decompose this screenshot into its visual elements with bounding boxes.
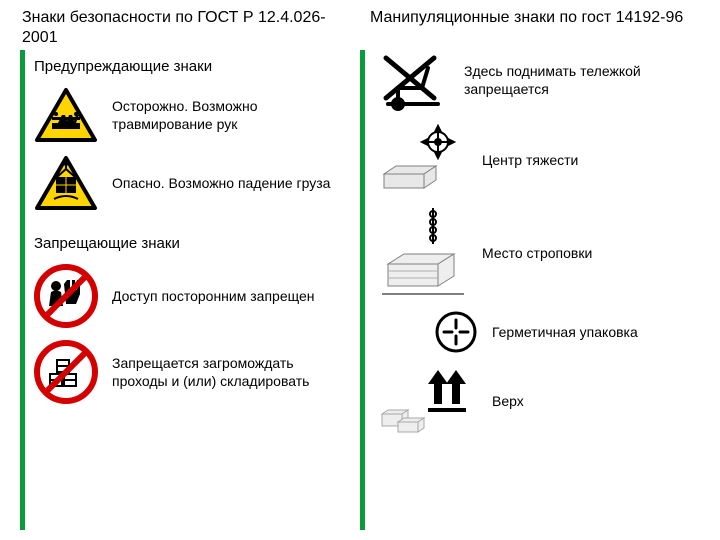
prohibit-items: Доступ посторонним запрещен	[0, 258, 360, 410]
left-accent-bar	[20, 50, 25, 530]
right-accent-bar	[360, 50, 365, 530]
section-warning-title: Предупреждающие знаки	[34, 58, 360, 75]
warn-load-label: Опасно. Возможно падение груза	[112, 174, 330, 192]
left-column: Знаки безопасности по ГОСТ Р 12.4.026-20…	[0, 0, 360, 540]
no-handtruck-label: Здесь поднимать тележкой запрещается	[464, 62, 710, 98]
prohibit-entry-row: Доступ посторонним запрещен	[0, 258, 360, 334]
handling-items: Здесь поднимать тележкой запрещается	[360, 42, 720, 442]
hermetic-label: Герметичная упаковка	[492, 323, 638, 341]
left-title: Знаки безопасности по ГОСТ Р 12.4.026-20…	[0, 0, 360, 48]
warn-hand-row: Осторожно. Возможно травмирование рук	[0, 81, 360, 149]
sling-here-label: Место строповки	[482, 244, 592, 262]
page: Знаки безопасности по ГОСТ Р 12.4.026-20…	[0, 0, 720, 540]
warn-hand-icon	[34, 87, 98, 143]
section-prohibit-title: Запрещающие знаки	[34, 235, 360, 252]
prohibit-blocking-icon	[34, 340, 98, 404]
prohibit-blocking-label: Запрещается загромождать проходы и (или)…	[112, 354, 350, 390]
right-column: Манипуляционные знаки по гост 14192-96	[360, 0, 720, 540]
warn-hand-label: Осторожно. Возможно травмирование рук	[112, 97, 350, 133]
sling-here-row: Место строповки	[360, 202, 720, 304]
prohibit-blocking-row: Запрещается загромождать проходы и (или)…	[0, 334, 360, 410]
sling-here-icon	[378, 208, 468, 298]
prohibit-entry-label: Доступ посторонним запрещен	[112, 287, 314, 305]
warn-load-row: Опасно. Возможно падение груза	[0, 149, 360, 217]
prohibit-entry-icon	[34, 264, 98, 328]
warning-items: Осторожно. Возможно травмирование рук	[0, 81, 360, 217]
this-way-up-row: Верх	[360, 360, 720, 442]
center-of-gravity-label: Центр тяжести	[482, 151, 578, 169]
warn-load-icon	[34, 155, 98, 211]
center-of-gravity-icon	[378, 124, 468, 196]
center-of-gravity-row: Центр тяжести	[360, 118, 720, 202]
no-handtruck-row: Здесь поднимать тележкой запрещается	[360, 42, 720, 118]
no-handtruck-icon	[378, 48, 450, 112]
hermetic-icon	[434, 310, 478, 354]
hermetic-row: Герметичная упаковка	[360, 304, 720, 360]
this-way-up-icon	[378, 366, 478, 436]
right-title: Манипуляционные знаки по гост 14192-96	[360, 0, 720, 28]
this-way-up-label: Верх	[492, 392, 524, 410]
